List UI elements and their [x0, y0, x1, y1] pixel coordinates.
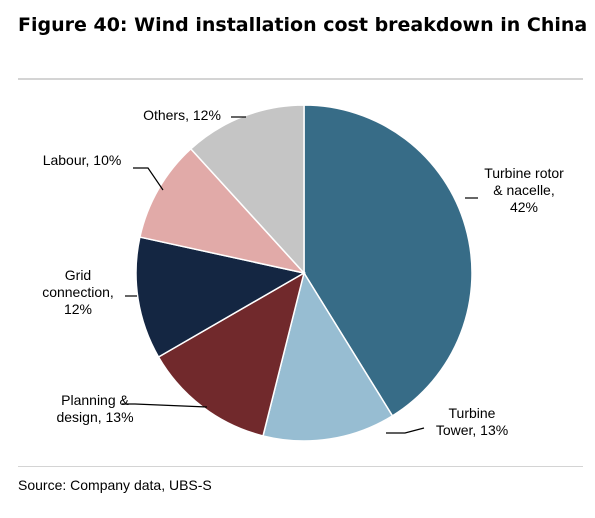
slice-label: Turbine Tower, 13%: [436, 405, 508, 438]
bottom-divider: [18, 466, 583, 467]
slice-label: Others, 12%: [143, 107, 221, 123]
chart-title: Figure 40: Wind installation cost breakd…: [18, 14, 588, 36]
slice-label: Turbine rotor & nacelle, 42%: [484, 165, 564, 215]
leader-line: [386, 427, 425, 434]
leader-line: [122, 403, 208, 408]
pie-slice-turbine-tower: [262, 271, 394, 442]
pie-slice-others: [189, 104, 305, 275]
pie-slice-grid-connection: [135, 236, 307, 359]
pie-slice-turbine-rotor-nacelle: [303, 104, 473, 417]
slice-label: Grid connection, 12%: [42, 267, 114, 317]
leader-line: [133, 167, 164, 191]
source-note: Source: Company data, UBS-S: [18, 477, 212, 493]
pie-slice-labour: [138, 147, 307, 275]
slice-label: Labour, 10%: [43, 152, 122, 168]
top-divider: [18, 78, 583, 80]
slice-label: Planning & design, 13%: [56, 392, 133, 425]
